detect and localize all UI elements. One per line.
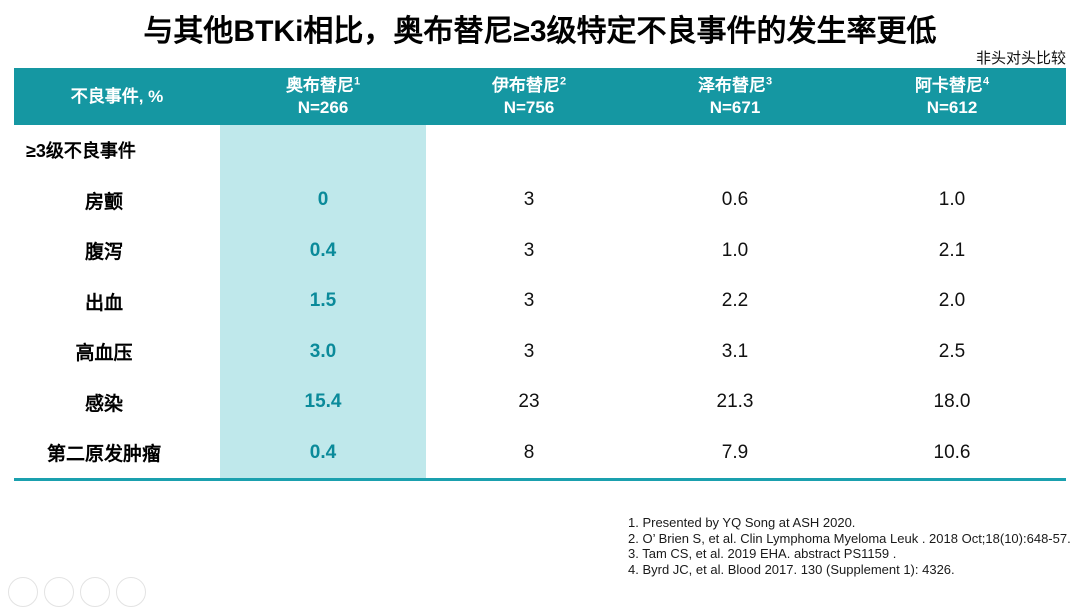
footnote-2: 2. O’ Brien S, et al. Clin Lymphoma Myel… (628, 530, 1071, 546)
section-header-grade3-adverse-events: ≥3级不良事件 (26, 141, 136, 161)
sample-size: N=671 (709, 97, 761, 117)
reference-superscript: 1 (353, 75, 361, 88)
value-zanubrutinib: 3.1 (721, 340, 749, 362)
table-row: 房颤 0 3 0.6 1.0 (14, 175, 1066, 226)
column-header-zanubrutinib: 泽布替尼3 N=671 (632, 68, 838, 125)
table-row: 高血压 3.0 3 3.1 2.5 (14, 326, 1066, 377)
value-zanubrutinib: 21.3 (716, 391, 754, 413)
reference-superscript: 4 (982, 75, 990, 88)
value-orelabrutinib: 15.4 (220, 377, 426, 428)
table-bottom-divider (14, 478, 1066, 481)
value-zanubrutinib: 7.9 (721, 441, 749, 463)
value-ibrutinib: 3 (523, 340, 535, 362)
row-label-diarrhea: 腹泻 (84, 242, 123, 264)
value-acalabrutinib: 18.0 (933, 391, 971, 413)
page-title: 与其他BTKi相比，奥布替尼≥3级特定不良事件的发生率更低 (143, 15, 937, 48)
value-ibrutinib: 23 (518, 391, 540, 413)
reference-superscript: 2 (559, 75, 567, 88)
value-acalabrutinib: 1.0 (938, 189, 966, 211)
table-row: 出血 1.5 3 2.2 2.0 (14, 276, 1066, 327)
column-header-ibrutinib: 伊布替尼2 N=756 (426, 68, 632, 125)
faint-circle-icon (80, 577, 110, 607)
table-header-row: 不良事件, % 奥布替尼1 N=266 伊布替尼2 N=756 泽布替尼3 N=… (14, 68, 1066, 125)
value-ibrutinib: 3 (523, 189, 535, 211)
value-orelabrutinib: 0 (220, 175, 426, 226)
drug-name: 奥布替尼1 (285, 75, 361, 96)
value-zanubrutinib: 2.2 (721, 290, 749, 312)
value-ibrutinib: 3 (523, 239, 535, 261)
drug-name: 阿卡替尼4 (914, 75, 990, 96)
drug-name: 泽布替尼3 (697, 75, 773, 96)
table-row: 第二原发肿瘤 0.4 8 7.9 10.6 (14, 427, 1066, 478)
table-section-row: ≥3级不良事件 (14, 125, 1066, 175)
value-orelabrutinib: 1.5 (220, 276, 426, 327)
value-acalabrutinib: 2.1 (938, 239, 966, 261)
drug-name: 伊布替尼2 (491, 75, 567, 96)
adverse-events-table: 不良事件, % 奥布替尼1 N=266 伊布替尼2 N=756 泽布替尼3 N=… (14, 68, 1066, 481)
value-acalabrutinib: 10.6 (933, 441, 971, 463)
sample-size: N=756 (503, 97, 555, 117)
value-zanubrutinib: 0.6 (721, 189, 749, 211)
highlight-column-spacer (220, 125, 426, 175)
value-acalabrutinib: 2.5 (938, 340, 966, 362)
sample-size: N=612 (926, 97, 978, 117)
faint-circle-icon (8, 577, 38, 607)
column-header-orelabrutinib: 奥布替尼1 N=266 (220, 68, 426, 125)
row-label-infection: 感染 (84, 393, 123, 415)
value-acalabrutinib: 2.0 (938, 290, 966, 312)
watermark-icons (8, 577, 146, 607)
row-label-bleeding: 出血 (84, 292, 123, 314)
value-orelabrutinib: 0.4 (220, 225, 426, 276)
column-header-adverse-event: 不良事件, % (70, 86, 164, 106)
column-header-acalabrutinib: 阿卡替尼4 N=612 (838, 68, 1066, 125)
table-row: 腹泻 0.4 3 1.0 2.1 (14, 225, 1066, 276)
reference-footnotes: 1. Presented by YQ Song at ASH 2020. 2. … (628, 515, 1071, 577)
faint-circle-icon (44, 577, 74, 607)
value-orelabrutinib: 3.0 (220, 326, 426, 377)
value-ibrutinib: 3 (523, 290, 535, 312)
footnote-3: 3. Tam CS, et al. 2019 EHA. abstract PS1… (628, 546, 897, 561)
value-zanubrutinib: 1.0 (721, 239, 749, 261)
faint-circle-icon (116, 577, 146, 607)
row-label-second-primary-malignancy: 第二原发肿瘤 (46, 444, 161, 466)
row-label-hypertension: 高血压 (75, 343, 133, 365)
row-label-atrial-fibrillation: 房颤 (84, 191, 123, 213)
footnote-4: 4. Byrd JC, et al. Blood 2017. 130 (Supp… (628, 561, 955, 577)
footnote-1: 1. Presented by YQ Song at ASH 2020. (628, 515, 856, 530)
sample-size: N=266 (297, 97, 349, 117)
value-orelabrutinib: 0.4 (220, 427, 426, 478)
value-ibrutinib: 8 (523, 441, 535, 463)
non-head-to-head-note: 非头对头比较 (975, 50, 1066, 67)
reference-superscript: 3 (765, 75, 773, 88)
table-row: 感染 15.4 23 21.3 18.0 (14, 377, 1066, 428)
